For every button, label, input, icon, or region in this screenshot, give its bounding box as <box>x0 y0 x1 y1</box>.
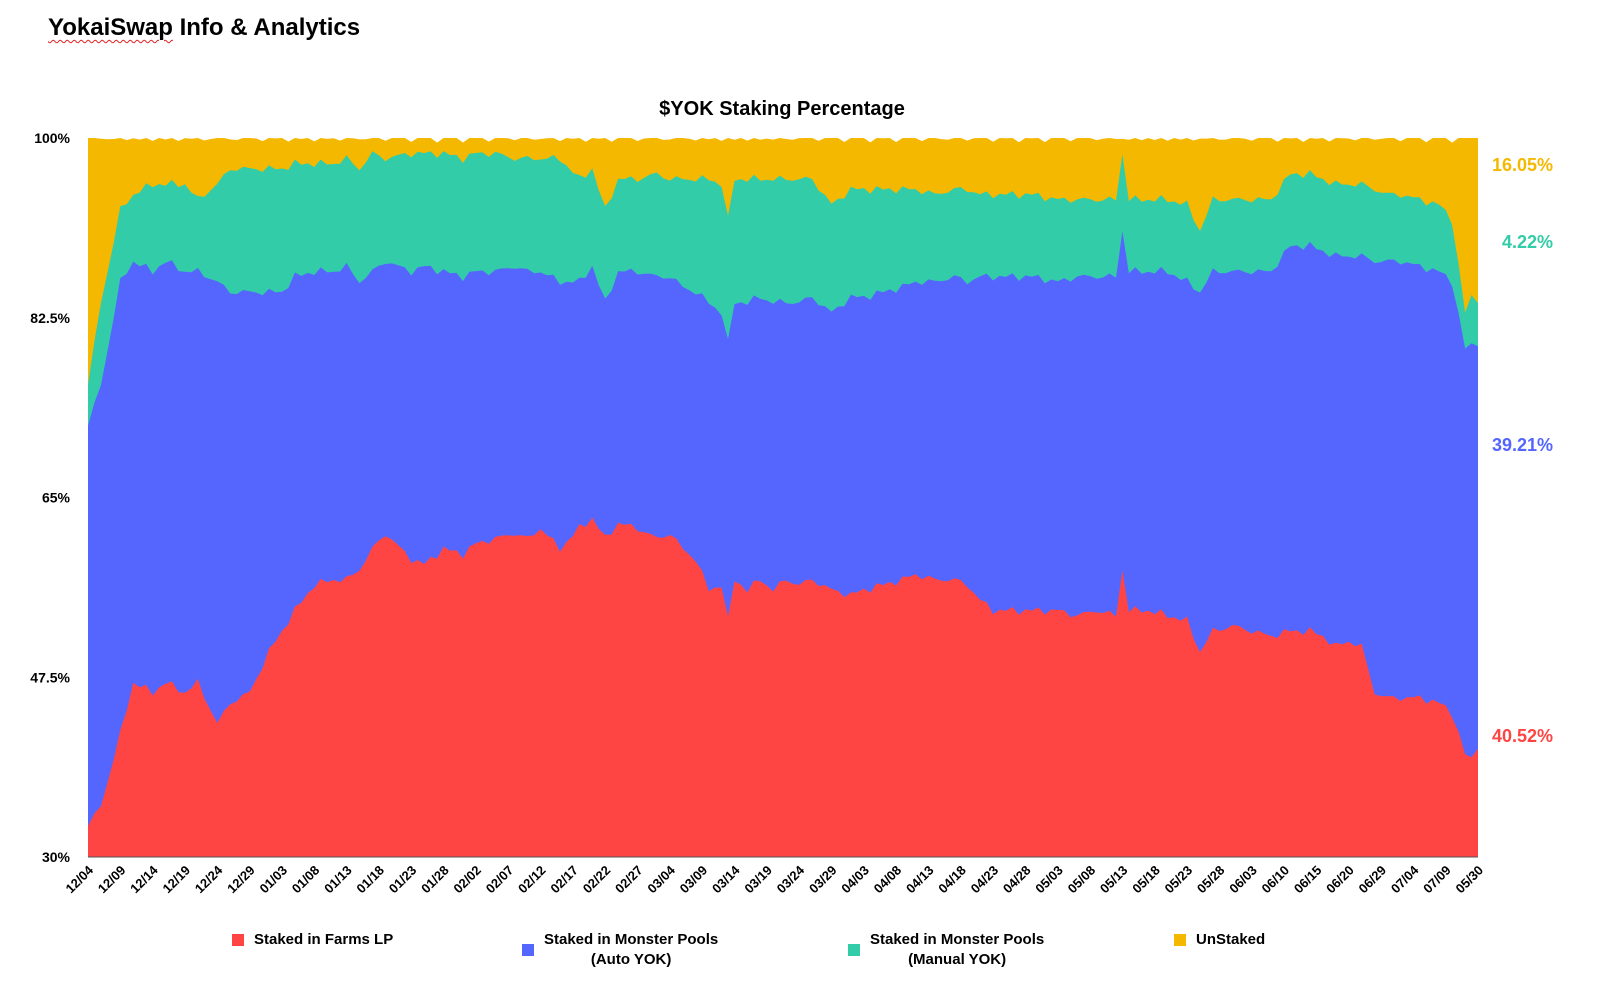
x-tick-label: 04/03 <box>838 863 872 897</box>
legend-label-unstaked: UnStaked <box>1196 931 1266 948</box>
x-tick-label: 02/02 <box>450 863 484 897</box>
x-tick-label: 03/14 <box>709 862 743 896</box>
x-tick-label: 05/03 <box>1032 863 1066 897</box>
x-tick-label: 12/29 <box>224 863 258 897</box>
y-tick-label: 47.5% <box>30 669 70 685</box>
end-label-farms-lp: 40.52% <box>1492 726 1553 746</box>
legend-label-monster-manual: Staked in Monster Pools (Manual YOK) <box>870 931 1045 968</box>
x-tick-label: 03/04 <box>644 862 678 896</box>
legend-item-unstaked: UnStaked <box>1174 930 1265 950</box>
legend-swatch-unstaked <box>1174 934 1186 946</box>
legend-swatch-farms-lp <box>232 934 244 946</box>
x-axis: 12/0412/0912/1412/1912/2412/2901/0301/08… <box>63 856 1487 897</box>
legend-item-monster-auto: Staked in Monster Pools (Auto YOK) <box>522 930 718 970</box>
x-tick-label: 05/08 <box>1065 863 1099 897</box>
app-title-suffix: Info & Analytics <box>172 14 361 41</box>
x-tick-label: 12/19 <box>159 863 193 897</box>
chart-title: $YOK Staking Percentage <box>659 98 905 120</box>
x-tick-label: 12/04 <box>63 862 97 896</box>
x-tick-label: 07/09 <box>1420 863 1454 897</box>
legend-swatch-monster-manual <box>848 944 860 956</box>
legend-item-monster-manual: Staked in Monster Pools (Manual YOK) <box>848 930 1044 970</box>
x-tick-label: 03/19 <box>741 863 775 897</box>
end-label-unstaked: 16.05% <box>1492 155 1553 175</box>
y-tick-label: 82.5% <box>30 310 70 326</box>
x-tick-label: 06/03 <box>1226 863 1260 897</box>
x-tick-label: 03/09 <box>677 863 711 897</box>
x-tick-label: 03/29 <box>806 863 840 897</box>
app-title: YokaiSwap Info & Analytics <box>48 14 360 42</box>
x-tick-label: 03/24 <box>774 862 808 896</box>
x-tick-label: 01/13 <box>321 863 355 897</box>
x-tick-label: 04/13 <box>903 863 937 897</box>
x-tick-label: 05/28 <box>1194 863 1228 897</box>
x-tick-label: 12/14 <box>127 862 161 896</box>
x-tick-label: 05/18 <box>1129 863 1163 897</box>
x-tick-label: 06/29 <box>1356 863 1390 897</box>
x-tick-label: 02/07 <box>483 863 517 897</box>
x-tick-label: 06/15 <box>1291 863 1325 897</box>
app-title-brand: YokaiSwap <box>48 14 173 41</box>
x-tick-label: 01/28 <box>418 863 452 897</box>
legend-label-monster-auto: Staked in Monster Pools (Auto YOK) <box>544 931 719 968</box>
x-tick-label: 06/20 <box>1323 863 1357 897</box>
x-tick-label: 05/23 <box>1162 863 1196 897</box>
x-tick-label: 04/08 <box>871 863 905 897</box>
y-tick-label: 30% <box>42 849 71 865</box>
y-tick-label: 65% <box>42 490 71 506</box>
legend-item-farms-lp: Staked in Farms LP <box>232 930 393 950</box>
x-tick-label: 06/10 <box>1259 863 1293 897</box>
end-label-monster-manual: 4.22% <box>1502 232 1553 252</box>
x-tick-label: 01/03 <box>256 863 290 897</box>
area-series-farms-lp <box>88 517 1478 857</box>
x-tick-label: 04/18 <box>935 863 969 897</box>
x-tick-label: 05/13 <box>1097 863 1131 897</box>
x-tick-label: 01/18 <box>353 863 387 897</box>
x-tick-label: 02/17 <box>547 863 581 897</box>
x-tick-label: 12/24 <box>192 862 226 896</box>
x-tick-label: 05/30 <box>1453 863 1487 897</box>
area-series-group <box>88 138 1478 858</box>
end-label-monster-auto: 39.21% <box>1492 435 1553 455</box>
legend-swatch-monster-auto <box>522 944 534 956</box>
x-tick-label: 02/12 <box>515 863 549 897</box>
x-tick-label: 12/09 <box>95 863 129 897</box>
x-tick-label: 01/23 <box>386 863 420 897</box>
x-tick-label: 02/22 <box>580 863 614 897</box>
x-tick-label: 04/23 <box>968 863 1002 897</box>
end-value-labels: 40.52% 39.21% 4.22% 16.05% <box>1492 155 1553 746</box>
legend-label-farms-lp: Staked in Farms LP <box>254 931 394 948</box>
x-tick-label: 04/28 <box>1000 863 1034 897</box>
x-tick-label: 02/27 <box>612 863 646 897</box>
x-tick-label: 01/08 <box>289 863 323 897</box>
y-tick-label: 100% <box>34 130 70 146</box>
y-axis: 100% 82.5% 65% 47.5% 30% <box>30 130 70 865</box>
chart-legend: Staked in Farms LP Staked in Monster Poo… <box>0 930 1604 990</box>
x-tick-label: 07/04 <box>1388 862 1422 896</box>
